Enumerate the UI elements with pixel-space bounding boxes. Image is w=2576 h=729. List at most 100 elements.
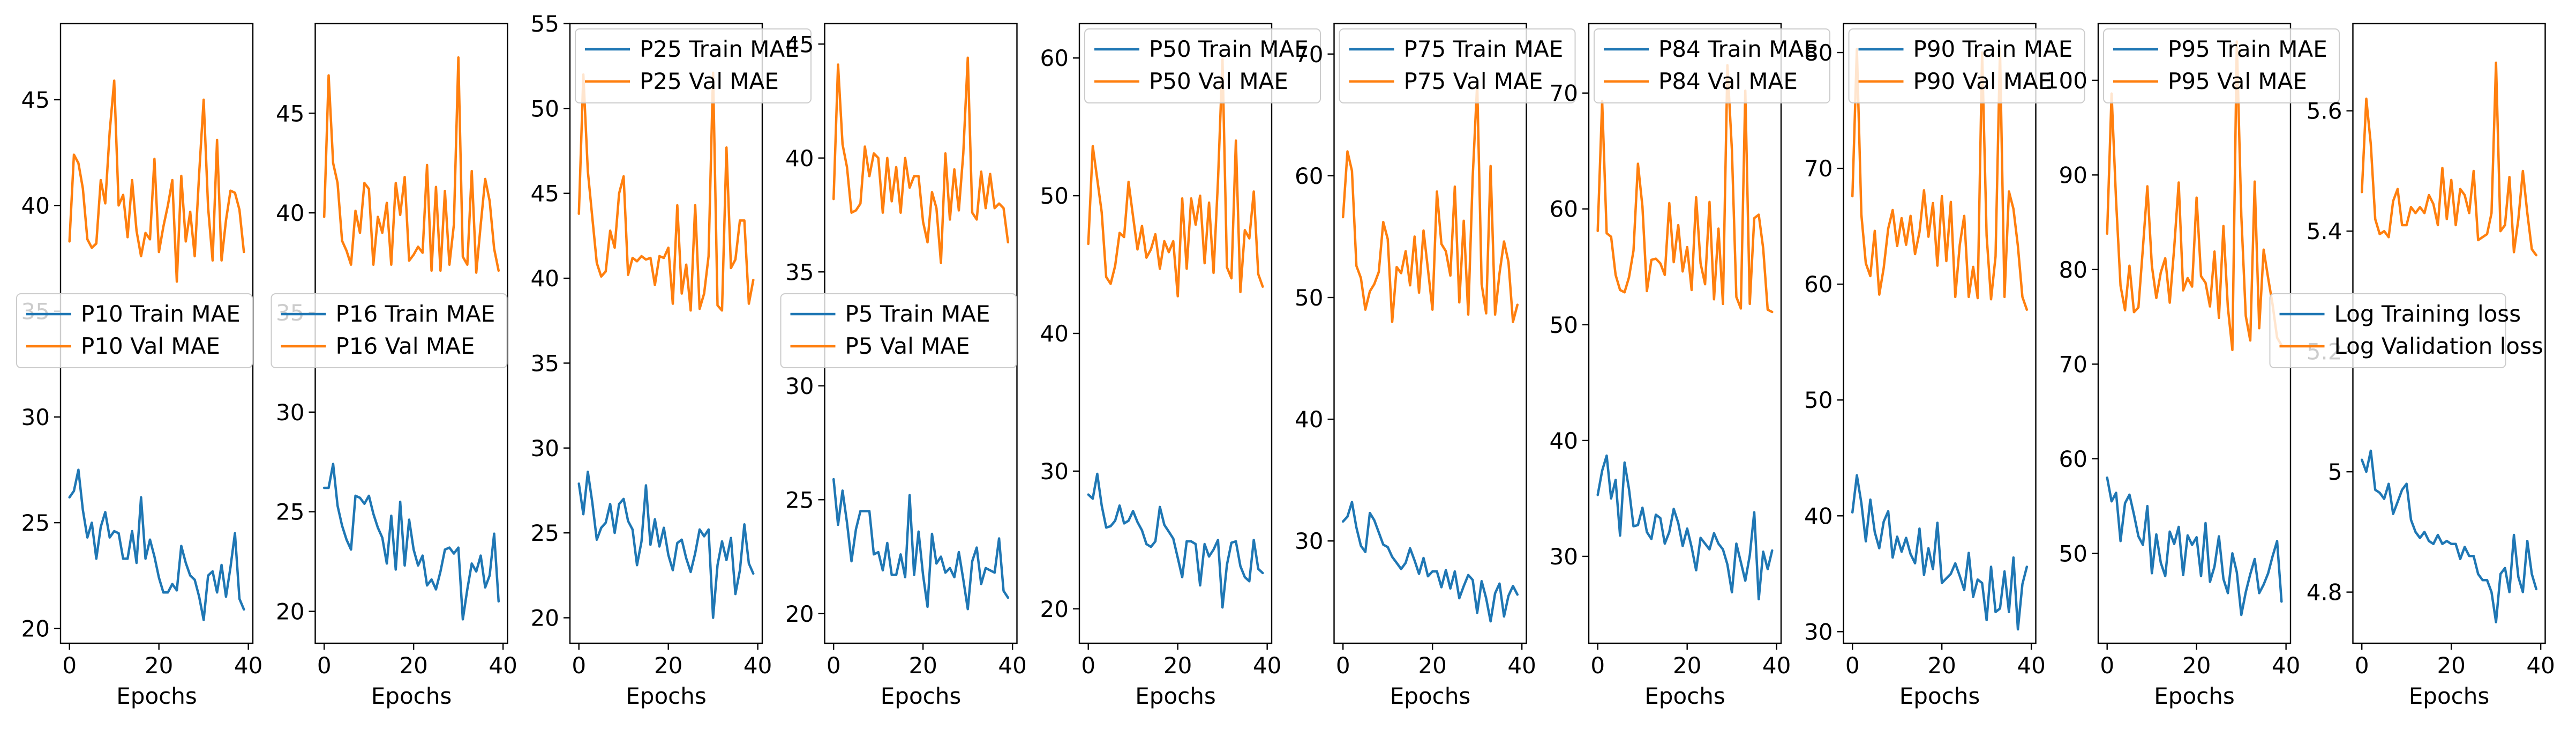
legend-entry-2: Log Validation loss <box>2334 333 2543 359</box>
x-axis-label: Epochs <box>1644 683 1725 709</box>
legend-entry-2: P84 Val MAE <box>1658 68 1798 94</box>
y-tick-label: 5 <box>2328 459 2342 485</box>
x-tick-label: 20 <box>1927 652 1956 679</box>
series-line-2 <box>68 79 245 283</box>
legend-entry-1: P50 Train MAE <box>1149 36 1309 62</box>
y-tick-label: 60 <box>1040 45 1069 71</box>
series-line-2 <box>1341 82 1519 323</box>
x-tick-label: 0 <box>1590 652 1605 679</box>
series-line-1 <box>577 470 755 619</box>
x-axis-label: Epochs <box>1135 683 1216 709</box>
legend-entry-2: P25 Val MAE <box>640 68 779 94</box>
x-tick-label: 20 <box>1418 652 1446 679</box>
x-tick-label: 20 <box>399 652 427 679</box>
y-tick-label: 40 <box>531 265 559 292</box>
x-tick-label: 20 <box>145 652 173 679</box>
series-line-1 <box>1596 454 1774 601</box>
x-tick-label: 40 <box>743 652 772 679</box>
legend: P50 Train MAE P50 Val MAE <box>1084 28 1321 103</box>
y-tick-label: 80 <box>1804 40 1833 66</box>
legend: P84 Train MAE P84 Val MAE <box>1594 28 1830 103</box>
y-tick-label: 55 <box>531 11 559 37</box>
y-tick-label: 20 <box>276 599 304 625</box>
y-tick-label: 45 <box>531 181 559 207</box>
y-tick-label: 25 <box>785 487 814 513</box>
series-line-2 <box>2360 61 2538 257</box>
y-tick-label: 40 <box>1295 406 1323 433</box>
legend-entry-1: P10 Train MAE <box>81 301 241 327</box>
y-tick-label: 50 <box>1550 312 1578 338</box>
legend: P75 Train MAE P75 Val MAE <box>1339 28 1576 103</box>
y-tick-label: 50 <box>1804 387 1833 413</box>
axes-frame <box>1588 23 1782 644</box>
y-tick-label: 40 <box>276 200 304 226</box>
y-tick-label: 30 <box>531 435 559 462</box>
legend-box <box>575 28 812 103</box>
series-line-2 <box>1087 58 1264 297</box>
y-tick-label: 30 <box>276 399 304 426</box>
legend-entry-1: P90 Train MAE <box>1913 36 2073 62</box>
x-tick-label: 0 <box>1336 652 1350 679</box>
x-axis-label: Epochs <box>881 683 962 709</box>
y-tick-label: 30 <box>1040 458 1069 485</box>
x-tick-label: 20 <box>654 652 682 679</box>
legend-entry-2: P16 Val MAE <box>336 333 475 359</box>
y-tick-label: 30 <box>1804 619 1833 645</box>
y-tick-label: 90 <box>2059 162 2087 188</box>
series-line-2 <box>577 71 755 312</box>
subplot-5: 0 20 40 Epochs 20 30 40 50 60 P50 Train MAE P50 Va… <box>1040 23 1321 709</box>
y-tick-label: 40 <box>785 145 814 172</box>
x-tick-label: 20 <box>1163 652 1192 679</box>
y-tick-label: 70 <box>1295 41 1323 68</box>
y-tick-label: 60 <box>1550 196 1578 222</box>
series-line-1 <box>2106 476 2283 616</box>
y-tick-label: 35 <box>785 259 814 285</box>
series-line-1 <box>832 478 1010 611</box>
legend: P16 Train MAE P16 Val MAE <box>271 293 508 368</box>
legend-entry-1: P5 Train MAE <box>845 301 990 327</box>
y-tick-label: 5.4 <box>2307 218 2342 244</box>
y-tick-label: 70 <box>2059 351 2087 377</box>
y-tick-label: 40 <box>21 192 50 219</box>
y-tick-label: 50 <box>1040 183 1069 209</box>
y-tick-label: 60 <box>1295 163 1323 189</box>
y-tick-label: 20 <box>785 601 814 627</box>
x-axis-label: Epochs <box>371 683 452 709</box>
x-tick-label: 0 <box>62 652 77 679</box>
y-tick-label: 4.8 <box>2307 579 2342 606</box>
y-tick-label: 20 <box>21 615 50 642</box>
y-tick-label: 45 <box>276 100 304 127</box>
legend-entry-2: P75 Val MAE <box>1404 68 1543 94</box>
x-tick-label: 40 <box>489 652 517 679</box>
x-axis-label: Epochs <box>2409 683 2490 709</box>
y-tick-label: 45 <box>785 31 814 57</box>
legend-box <box>2269 293 2506 368</box>
series-line-2 <box>832 56 1010 264</box>
x-tick-label: 0 <box>1845 652 1860 679</box>
y-tick-label: 100 <box>2045 68 2087 94</box>
y-tick-label: 20 <box>1040 596 1069 622</box>
legend-box <box>16 293 253 368</box>
legend-entry-2: P90 Val MAE <box>1913 68 2053 94</box>
x-tick-label: 0 <box>2100 652 2114 679</box>
y-tick-label: 25 <box>21 510 50 536</box>
subplot-6: 0 20 40 Epochs 30 40 50 60 70 P75 Train MAE P75 Va… <box>1295 23 1576 709</box>
x-tick-label: 40 <box>2017 652 2045 679</box>
legend-entry-1: P16 Train MAE <box>336 301 495 327</box>
series-line-2 <box>1596 64 1774 314</box>
y-tick-label: 40 <box>1804 503 1833 529</box>
legend-box <box>1084 28 1321 103</box>
y-tick-label: 30 <box>21 404 50 430</box>
legend: P95 Train MAE P95 Val MAE <box>2103 28 2340 103</box>
axes-frame <box>569 23 763 644</box>
axes-frame <box>2097 23 2292 644</box>
x-tick-label: 20 <box>2182 652 2211 679</box>
x-tick-label: 40 <box>1762 652 1791 679</box>
subplot-4: 0 20 40 Epochs 20 25 30 35 40 45 P5 Train MAE P5 Va… <box>780 23 1027 709</box>
y-tick-label: 50 <box>531 95 559 122</box>
legend: P5 Train MAE P5 Val MAE <box>780 293 1017 368</box>
x-tick-label: 40 <box>2272 652 2300 679</box>
